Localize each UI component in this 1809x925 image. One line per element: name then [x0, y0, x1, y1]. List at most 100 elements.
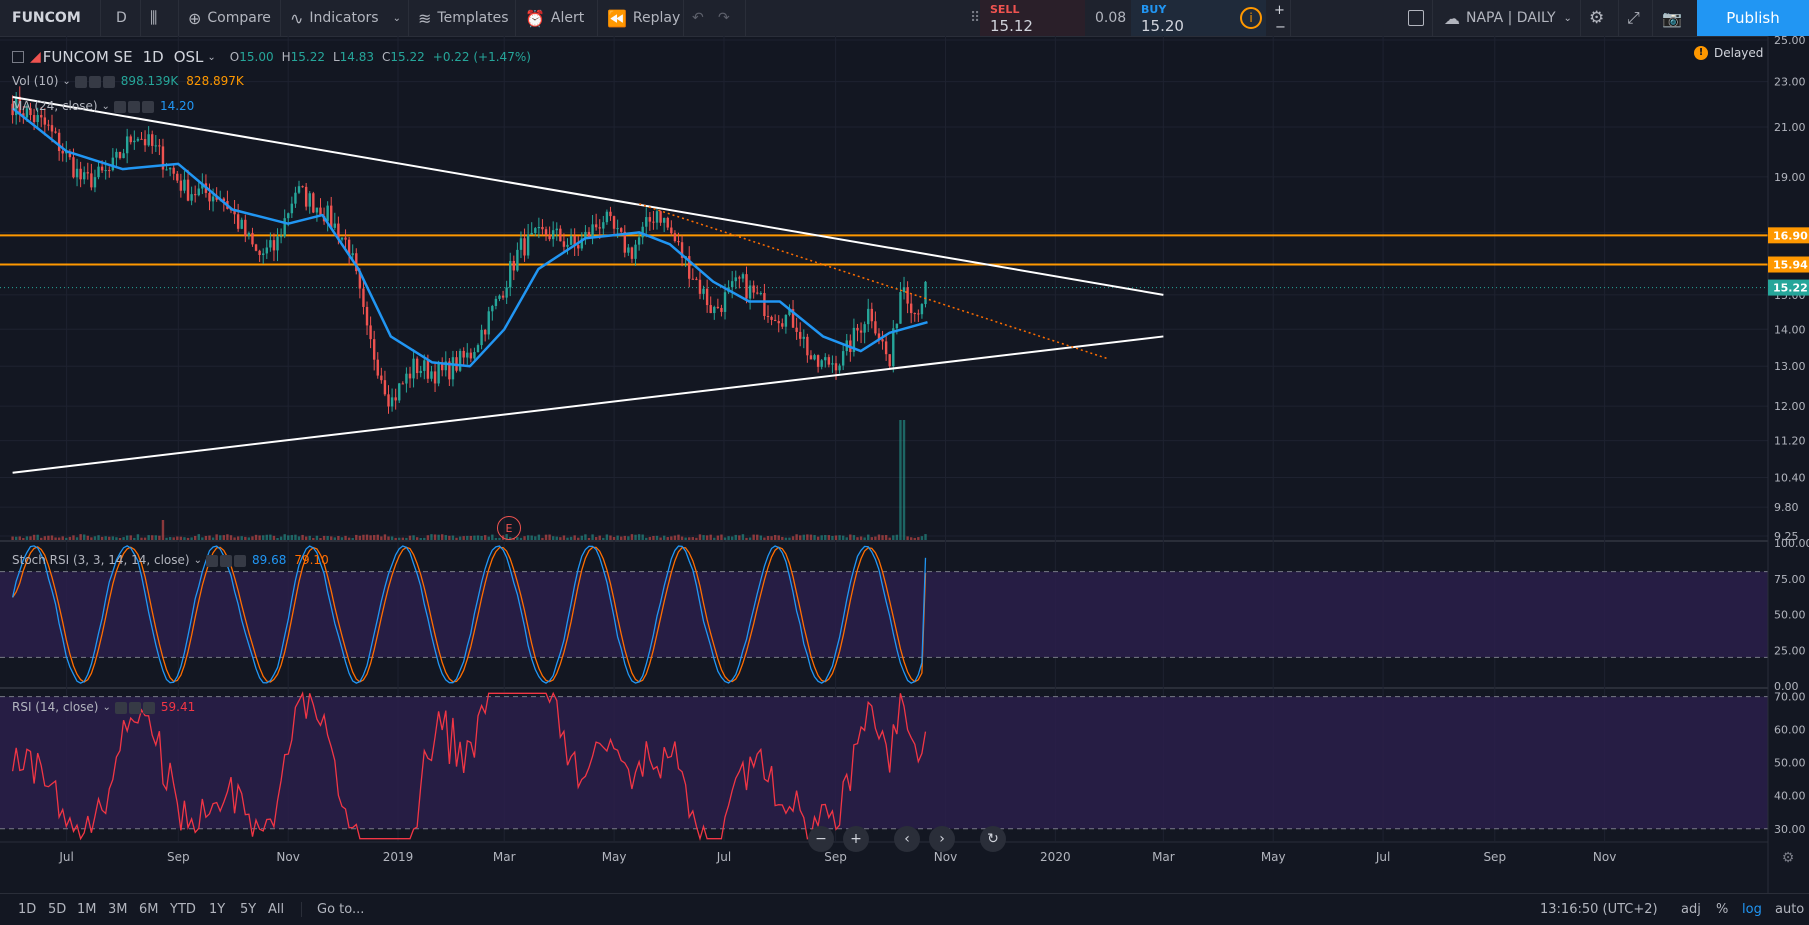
- candle-body: [347, 239, 351, 256]
- chevron-down-icon[interactable]: ⌄: [101, 100, 110, 112]
- volume-bar: [408, 535, 412, 540]
- auto-toggle[interactable]: auto: [1775, 902, 1805, 917]
- range-5d[interactable]: 5D: [48, 902, 67, 917]
- price-tick-label: 9.80: [1774, 501, 1799, 514]
- volume-bar: [909, 537, 913, 540]
- volume-bar: [376, 534, 379, 540]
- symbol-search[interactable]: FUNCOM: [12, 10, 81, 26]
- fullscreen-square-icon[interactable]: [1408, 0, 1424, 36]
- candle-body: [548, 234, 551, 240]
- candle-body: [401, 383, 405, 385]
- expand-icon[interactable]: ⤢: [1627, 8, 1640, 27]
- candle-body: [691, 278, 695, 280]
- collapse-icon[interactable]: [12, 51, 24, 63]
- time-tick-label: Sep: [1483, 850, 1506, 864]
- time-tick-label: Mar: [493, 850, 516, 864]
- indicator-controls[interactable]: [114, 700, 157, 714]
- percent-toggle[interactable]: %: [1716, 902, 1729, 917]
- zoom-out-button[interactable]: −: [808, 826, 834, 852]
- range-1y[interactable]: 1Y: [209, 902, 226, 917]
- redo-icon[interactable]: ↷: [718, 10, 730, 26]
- undo-icon[interactable]: ↶: [692, 10, 704, 26]
- alert-button[interactable]: ⏰ Alert: [525, 8, 585, 28]
- scroll-right-button[interactable]: ›: [929, 826, 955, 852]
- compare-button[interactable]: ⊕ Compare: [188, 8, 271, 28]
- goto-button[interactable]: Go to...: [317, 902, 365, 917]
- resistance-2-label: 15.94: [1773, 259, 1808, 272]
- reset-chart-button[interactable]: ↻: [980, 826, 1006, 852]
- adj-toggle[interactable]: adj: [1681, 902, 1701, 917]
- indicator-controls[interactable]: [74, 74, 117, 88]
- indicator-controls[interactable]: [205, 553, 248, 567]
- volume-bar: [673, 535, 677, 540]
- sell-button[interactable]: SELL 15.12: [980, 0, 1085, 36]
- ascending-support-line: [12, 335, 1164, 474]
- candles-icon[interactable]: ⫼: [150, 8, 158, 27]
- volume-bar: [466, 535, 469, 540]
- alarm-clock-icon: ⏰: [525, 8, 545, 28]
- indicator-controls[interactable]: [113, 99, 156, 113]
- candle-body: [426, 360, 430, 379]
- candle-body: [491, 305, 494, 312]
- chevron-down-icon: ⌄: [392, 12, 401, 24]
- layout-button[interactable]: ☁ NAPA | DAILY ⌄: [1444, 8, 1572, 28]
- volume-bar: [702, 535, 705, 540]
- drag-handle-icon[interactable]: ⠿: [970, 10, 981, 26]
- plus-icon[interactable]: +: [1274, 2, 1285, 18]
- change-value: +0.22 (+1.47%): [432, 50, 531, 64]
- volume-bar: [179, 536, 183, 540]
- candle-body: [505, 287, 508, 298]
- range-3m[interactable]: 3M: [108, 902, 128, 917]
- ma-line: [11, 107, 928, 368]
- chevron-down-icon[interactable]: ⌄: [62, 75, 71, 87]
- templates-button[interactable]: ≋ Templates: [418, 8, 509, 28]
- candle-body: [79, 168, 82, 180]
- candle-body: [899, 292, 902, 324]
- chevron-down-icon[interactable]: ⌄: [207, 51, 216, 63]
- rsi-value: 59.41: [160, 700, 196, 714]
- overbought-oversold-band: [0, 571, 1768, 658]
- volume-bar: [61, 536, 64, 540]
- chevron-down-icon[interactable]: ⌄: [102, 701, 111, 713]
- candle-body: [415, 358, 419, 374]
- interval-button[interactable]: D: [116, 10, 127, 26]
- volume-bar: [469, 535, 473, 540]
- range-6m[interactable]: 6M: [139, 902, 159, 917]
- camera-icon[interactable]: 📷: [1662, 8, 1682, 28]
- range-all[interactable]: All: [268, 902, 285, 917]
- zoom-in-button[interactable]: +: [843, 826, 869, 852]
- publish-button[interactable]: Publish: [1697, 0, 1809, 36]
- candle-body: [788, 309, 791, 315]
- volume-bar: [304, 536, 308, 540]
- candle-body: [612, 216, 616, 229]
- range-ytd[interactable]: YTD: [170, 902, 196, 917]
- volume-bar: [602, 537, 605, 540]
- volume-bar: [781, 536, 784, 540]
- candle-body: [673, 233, 677, 242]
- replay-button[interactable]: ⏪ Replay: [607, 8, 681, 28]
- delayed-badge[interactable]: ! Delayed: [1694, 46, 1763, 60]
- chart-canvas[interactable]: 25.0023.0021.0019.0017.0015.0014.0013.00…: [0, 36, 1809, 893]
- candle-body: [713, 306, 716, 314]
- earnings-marker[interactable]: E: [497, 516, 521, 540]
- indicators-button[interactable]: ∿ Indicators ⌄: [290, 8, 401, 28]
- info-icon[interactable]: i: [1240, 0, 1262, 36]
- candle-body: [168, 167, 172, 170]
- oscillator-tick-label: 25.00: [1774, 644, 1806, 657]
- candle-body: [136, 138, 140, 141]
- chevron-down-icon[interactable]: ⌄: [193, 554, 202, 566]
- range-1d[interactable]: 1D: [18, 902, 37, 917]
- candle-body: [913, 313, 916, 315]
- candle-body: [97, 166, 100, 178]
- range-5y[interactable]: 5Y: [240, 902, 257, 917]
- clock-time[interactable]: 13:16:50 (UTC+2): [1540, 902, 1658, 917]
- gear-icon[interactable]: ⚙: [1589, 8, 1605, 28]
- scroll-left-button[interactable]: ‹: [894, 826, 920, 852]
- volume-bar: [129, 535, 132, 540]
- minus-icon[interactable]: −: [1275, 19, 1286, 35]
- volume-bar: [838, 535, 841, 540]
- candle-body: [698, 279, 702, 294]
- log-toggle[interactable]: log: [1742, 902, 1762, 917]
- range-1m[interactable]: 1M: [77, 902, 97, 917]
- stoch-k-value: 89.68: [251, 553, 287, 567]
